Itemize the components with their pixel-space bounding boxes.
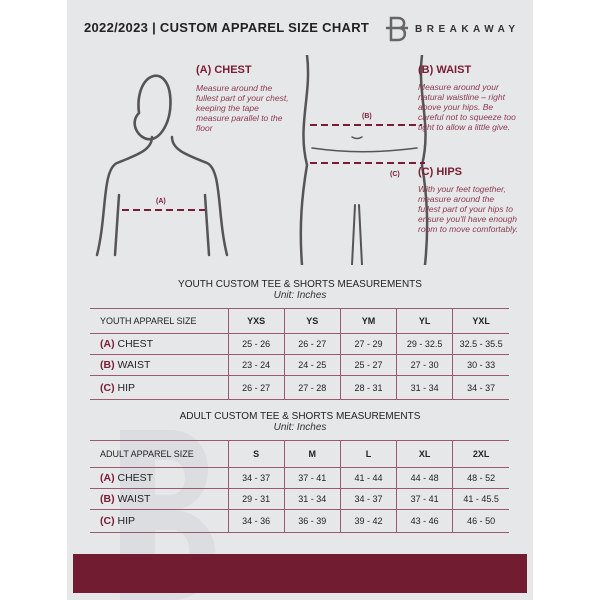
row-name: HIP bbox=[117, 515, 136, 527]
row-code: (B) bbox=[100, 493, 115, 505]
table-cell: (C) HIP bbox=[90, 375, 229, 400]
table-cell: 27 - 29 bbox=[339, 333, 398, 355]
youth-table-title: YOUTH CUSTOM TEE & SHORTS MEASUREMENTS Un… bbox=[90, 279, 510, 301]
footer-band bbox=[73, 554, 527, 593]
table-cell: (B) WAIST bbox=[90, 354, 229, 376]
youth-unit: Unit: Inches bbox=[273, 290, 327, 301]
table-cell: (B) WAIST bbox=[90, 488, 229, 510]
adult-size-table: ADULT APPAREL SIZE S M L XL 2XL (A) CHEST 34 -… bbox=[90, 440, 509, 533]
table-cell: (A) CHEST bbox=[90, 333, 229, 355]
table-row: (A) CHEST 25 - 26 26 - 27 27 - 29 29 - 32.5 3… bbox=[90, 333, 509, 355]
table-cell: (C) HIP bbox=[90, 509, 229, 533]
table-header-row: YOUTH APPAREL SIZE YXS YS YM YL YXL bbox=[90, 308, 509, 334]
row-code: (A) bbox=[100, 338, 115, 350]
table-cell: 48 - 52 bbox=[452, 467, 509, 489]
row-name: CHEST bbox=[117, 338, 154, 350]
waist-heading: (B) WAIST bbox=[418, 64, 472, 76]
table-cell: 30 - 33 bbox=[452, 354, 509, 376]
size-col: S bbox=[227, 440, 285, 468]
body-figures-illustration bbox=[95, 55, 429, 265]
table-cell: 23 - 24 bbox=[227, 354, 285, 376]
table-cell: 25 - 26 bbox=[227, 333, 285, 355]
size-col: L bbox=[339, 440, 398, 468]
head-outline bbox=[133, 74, 172, 141]
row-name: HIP bbox=[117, 381, 136, 394]
table-cell: 41 - 44 bbox=[339, 467, 398, 489]
row-name: WAIST bbox=[117, 359, 151, 371]
table-cell: 43 - 46 bbox=[396, 509, 454, 533]
table-cell: 25 - 27 bbox=[339, 354, 398, 376]
chest-heading: (A) CHEST bbox=[196, 64, 252, 76]
size-col: YXS bbox=[227, 308, 285, 334]
table-cell: 39 - 42 bbox=[339, 509, 398, 533]
adult-title-text: ADULT CUSTOM TEE & SHORTS MEASUREMENTS bbox=[179, 411, 421, 422]
waist-instructions: Measure around your natural waistline – … bbox=[418, 82, 516, 132]
table-cell: 27 - 30 bbox=[396, 354, 454, 376]
row-code: (C) bbox=[100, 515, 115, 527]
youth-header-label: YOUTH APPAREL SIZE bbox=[90, 308, 229, 334]
table-cell: 37 - 41 bbox=[283, 467, 341, 489]
table-row: (C) HIP 34 - 36 36 - 39 39 - 42 43 - 46 46 - … bbox=[90, 509, 509, 533]
table-row: (B) WAIST 23 - 24 24 - 25 25 - 27 27 - 30 30 … bbox=[90, 354, 509, 376]
table-cell: 24 - 25 bbox=[283, 354, 341, 376]
chest-instructions: Measure around the fullest part of your … bbox=[196, 83, 289, 133]
table-cell: 44 - 48 bbox=[396, 467, 454, 489]
row-name: WAIST bbox=[117, 493, 151, 505]
table-cell: 37 - 41 bbox=[396, 488, 454, 510]
table-row: (A) CHEST 34 - 37 37 - 41 41 - 44 44 - 48 48 … bbox=[90, 467, 509, 489]
hips-heading: (C) HIPS bbox=[418, 166, 462, 178]
hips-instructions: With your feet together, measure around … bbox=[418, 184, 518, 234]
brand-logo-icon bbox=[386, 16, 408, 42]
table-cell: 29 - 32.5 bbox=[396, 333, 454, 355]
table-cell: 31 - 34 bbox=[396, 375, 454, 400]
adult-table-title: ADULT CUSTOM TEE & SHORTS MEASUREMENTS Un… bbox=[90, 411, 510, 433]
table-cell: 27 - 28 bbox=[283, 375, 341, 400]
table-row: (B) WAIST 29 - 31 31 - 34 34 - 37 37 - 41 41 … bbox=[90, 488, 509, 510]
row-code: (B) bbox=[100, 359, 115, 371]
table-cell: 34 - 37 bbox=[452, 375, 509, 400]
table-cell: 32.5 - 35.5 bbox=[452, 333, 509, 355]
table-cell: 34 - 37 bbox=[339, 488, 398, 510]
table-cell: 36 - 39 bbox=[283, 509, 341, 533]
table-cell: 34 - 37 bbox=[227, 467, 285, 489]
adult-unit: Unit: Inches bbox=[273, 422, 327, 433]
youth-title-text: YOUTH CUSTOM TEE & SHORTS MEASUREMENTS bbox=[178, 279, 422, 290]
table-cell: 31 - 34 bbox=[283, 488, 341, 510]
table-header-row: ADULT APPAREL SIZE S M L XL 2XL bbox=[90, 440, 509, 468]
size-col: XL bbox=[396, 440, 454, 468]
hips-marker: (C) bbox=[390, 171, 400, 178]
table-cell: 29 - 31 bbox=[227, 488, 285, 510]
waist-marker: (B) bbox=[362, 113, 372, 120]
table-cell: 28 - 31 bbox=[339, 375, 398, 400]
row-code: (C) bbox=[100, 381, 115, 394]
table-cell: (A) CHEST bbox=[90, 467, 229, 489]
youth-size-table: YOUTH APPAREL SIZE YXS YS YM YL YXL (A) CHEST… bbox=[90, 308, 509, 400]
table-cell: 34 - 36 bbox=[227, 509, 285, 533]
size-col: YL bbox=[396, 308, 454, 334]
table-cell: 26 - 27 bbox=[283, 333, 341, 355]
size-col: YS bbox=[283, 308, 341, 334]
table-cell: 46 - 50 bbox=[452, 509, 509, 533]
page-title: 2022/2023 | CUSTOM APPAREL SIZE CHART bbox=[84, 20, 370, 35]
table-cell: 26 - 27 bbox=[227, 375, 285, 400]
brand-name: BREAKAWAY bbox=[415, 24, 520, 35]
size-col: 2XL bbox=[452, 440, 509, 468]
size-col: M bbox=[283, 440, 341, 468]
size-col: YM bbox=[339, 308, 398, 334]
adult-header-label: ADULT APPAREL SIZE bbox=[90, 440, 229, 468]
chest-marker: (A) bbox=[156, 198, 166, 205]
row-name: CHEST bbox=[117, 472, 154, 484]
table-cell: 41 - 45.5 bbox=[452, 488, 509, 510]
row-code: (A) bbox=[100, 472, 115, 484]
table-row: (C) HIP 26 - 27 27 - 28 28 - 31 31 - 34 34 - … bbox=[90, 375, 509, 400]
size-col: YXL bbox=[452, 308, 509, 334]
